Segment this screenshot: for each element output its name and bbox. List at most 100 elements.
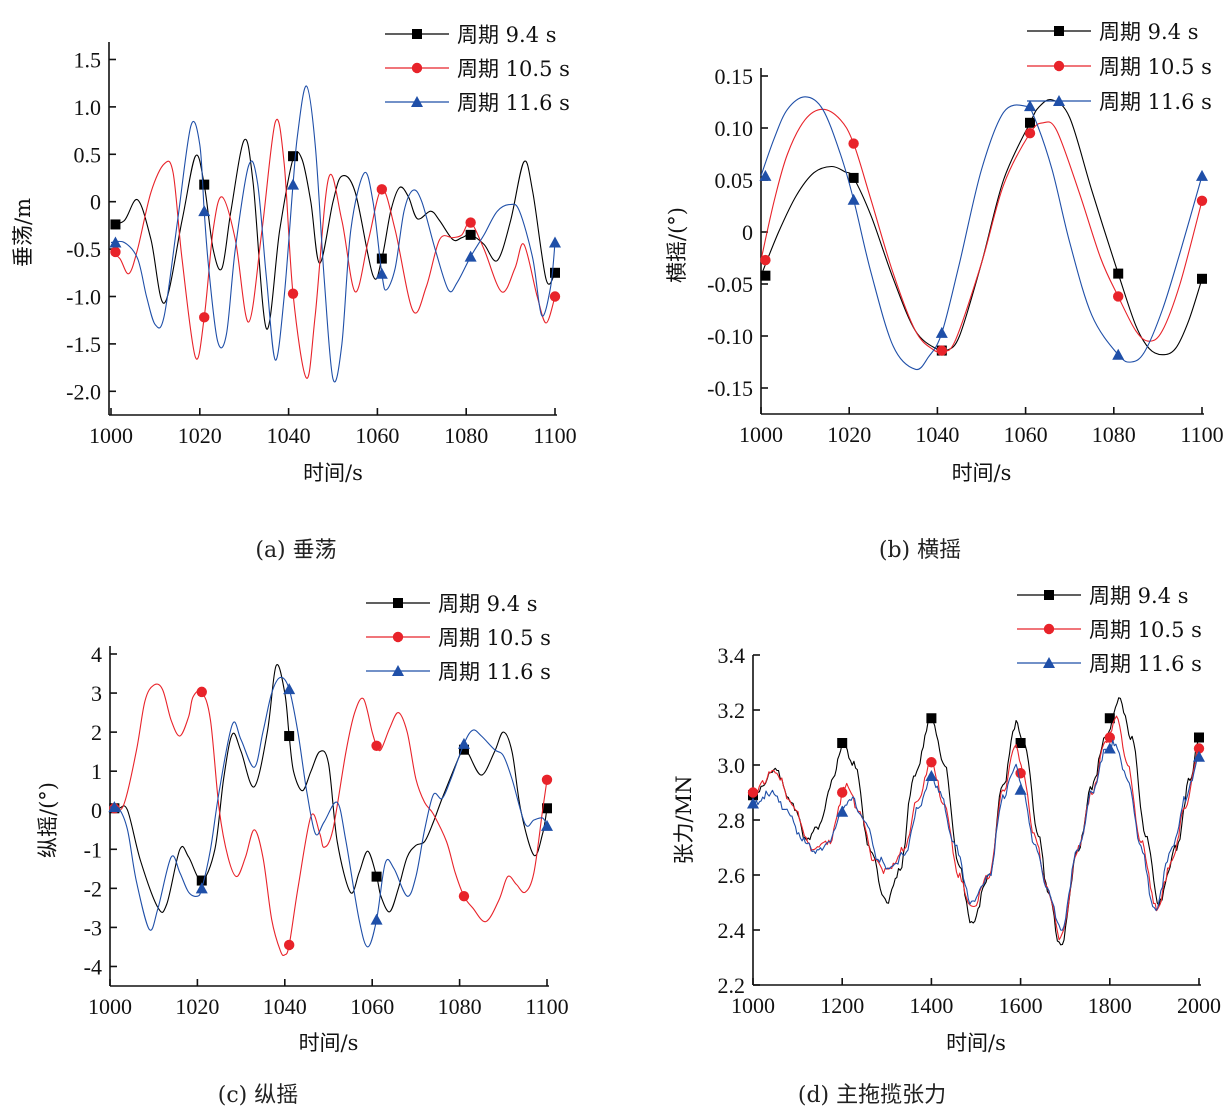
series-line-0 <box>760 99 1203 356</box>
legend-marker-circle <box>1043 623 1055 635</box>
x-tick-label: 1060 <box>350 994 394 1019</box>
data-marker-circle <box>848 138 859 149</box>
x-tick-label: 1200 <box>820 993 864 1018</box>
legend-entry: 周期 11.6 s <box>1027 90 1212 114</box>
y-tick-label: 2.2 <box>718 973 746 998</box>
panel-caption: (c) 纵摇 <box>218 1083 298 1108</box>
data-marker-triangle <box>935 326 948 338</box>
data-marker-circle <box>1024 128 1036 139</box>
series-line-1 <box>760 108 1203 353</box>
y-tick-label: 3.4 <box>718 643 746 668</box>
legend-entry: 周期 10.5 s <box>1027 55 1212 79</box>
legend-marker-square <box>412 29 422 39</box>
legend-label: 周期 9.4 s <box>1099 20 1199 44</box>
series-line-2 <box>110 85 556 383</box>
series-line-1 <box>110 119 556 379</box>
data-marker-circle <box>1113 291 1124 302</box>
legend-label: 周期 11.6 s <box>438 660 551 684</box>
series-line-1 <box>109 683 548 957</box>
data-marker-square <box>288 151 299 162</box>
y-tick-label: 3.2 <box>718 698 746 723</box>
legend-entry: 周期 9.4 s <box>1017 584 1189 608</box>
data-marker-circle <box>936 345 948 356</box>
data-marker-square <box>848 172 859 183</box>
data-marker-triangle <box>541 819 553 831</box>
x-axis-title: 时间/s <box>946 1031 1006 1055</box>
data-marker-circle <box>376 184 388 195</box>
y-tick-label: -2 <box>84 876 102 901</box>
data-marker-square <box>542 803 552 814</box>
data-marker-circle <box>747 787 759 798</box>
y-tick-label: 1.0 <box>74 95 102 120</box>
y-axis-title: 横摇/(°) <box>665 207 689 283</box>
x-tick-label: 1060 <box>355 423 399 448</box>
data-marker-square <box>376 253 387 264</box>
data-marker-circle <box>371 740 382 751</box>
data-marker-triangle <box>375 267 388 279</box>
x-tick-label: 1080 <box>1092 422 1136 447</box>
data-marker-square <box>1104 713 1115 724</box>
y-tick-label: -0.10 <box>707 324 753 349</box>
y-axis-title: 垂荡/m <box>11 198 35 267</box>
y-tick-label: 0.10 <box>715 116 754 141</box>
legend-entry: 周期 10.5 s <box>1017 618 1202 642</box>
data-marker-triangle <box>287 178 300 190</box>
legend-entry: 周期 10.5 s <box>366 626 551 650</box>
y-tick-label: 2.8 <box>718 808 746 833</box>
data-marker-circle <box>465 217 476 228</box>
y-tick-label: 0.5 <box>74 142 102 167</box>
x-tick-label: 1000 <box>88 994 132 1019</box>
x-axis-title: 时间/s <box>303 461 363 485</box>
data-marker-circle <box>760 254 771 266</box>
data-marker-square <box>458 744 469 755</box>
legend-marker-square <box>393 598 403 608</box>
data-marker-triangle <box>1193 750 1205 762</box>
data-marker-triangle <box>747 797 759 809</box>
y-tick-label: -2.0 <box>66 379 101 404</box>
x-axis-title: 时间/s <box>952 461 1012 485</box>
legend-marker-triangle <box>392 665 404 676</box>
legend-label: 周期 11.6 s <box>1089 652 1202 676</box>
x-tick-label: 1080 <box>438 994 482 1019</box>
data-marker-square <box>837 738 848 748</box>
data-marker-circle <box>196 686 207 698</box>
legend-entry: 周期 10.5 s <box>385 57 570 81</box>
data-marker-circle <box>458 890 470 902</box>
x-tick-label: 1000 <box>89 423 133 448</box>
data-marker-triangle <box>759 169 772 181</box>
x-tick-label: 1600 <box>999 993 1043 1018</box>
legend-label: 周期 9.4 s <box>438 592 538 616</box>
data-marker-circle <box>541 774 553 785</box>
data-marker-circle <box>287 288 299 299</box>
data-marker-square <box>1113 268 1124 279</box>
legend-label: 周期 10.5 s <box>457 57 570 81</box>
panel-caption: (d) 主拖揽张力 <box>798 1083 946 1108</box>
data-marker-square <box>110 219 121 230</box>
legend-marker-triangle <box>1043 657 1055 668</box>
y-tick-label: 3.0 <box>718 753 746 778</box>
series-line-0 <box>110 138 556 330</box>
y-tick-label: -3 <box>84 915 102 940</box>
y-tick-label: -0.15 <box>707 376 753 401</box>
x-tick-label: 1020 <box>175 994 219 1019</box>
data-marker-triangle <box>283 683 296 695</box>
y-tick-label: -0.05 <box>707 272 753 297</box>
series-line-2 <box>109 676 548 948</box>
y-tick-label: 2.6 <box>718 863 746 888</box>
data-marker-triangle <box>847 193 860 205</box>
data-marker-triangle <box>370 913 383 925</box>
legend-label: 周期 11.6 s <box>457 91 570 115</box>
y-tick-label: 0.05 <box>715 168 754 193</box>
y-axis-title: 张力/MN <box>672 776 696 865</box>
data-marker-circle <box>549 291 561 302</box>
y-tick-label: 0.15 <box>715 64 754 89</box>
y-tick-label: -1.0 <box>66 284 101 309</box>
legend-entry: 周期 11.6 s <box>385 91 570 115</box>
x-tick-label: 1040 <box>915 422 959 447</box>
x-tick-label: 1100 <box>525 994 568 1019</box>
panel-caption: (a) 垂荡 <box>255 538 336 563</box>
legend-label: 周期 9.4 s <box>1089 584 1189 608</box>
data-marker-triangle <box>1014 783 1027 795</box>
series-line-0 <box>109 663 548 913</box>
data-marker-square <box>550 267 560 278</box>
